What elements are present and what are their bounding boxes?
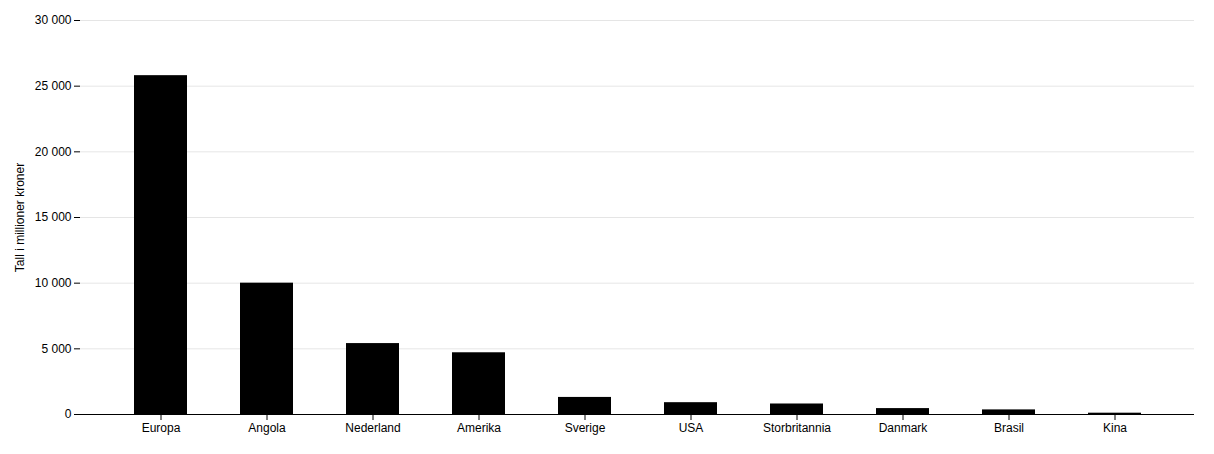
svg-text:Danmark: Danmark bbox=[879, 421, 929, 435]
svg-text:Amerika: Amerika bbox=[457, 421, 501, 435]
svg-text:25 000: 25 000 bbox=[35, 79, 72, 93]
svg-text:Brasil: Brasil bbox=[994, 421, 1024, 435]
svg-text:30 000: 30 000 bbox=[35, 13, 72, 27]
svg-text:Kina: Kina bbox=[1103, 421, 1127, 435]
svg-text:20 000: 20 000 bbox=[35, 145, 72, 159]
svg-text:5 000: 5 000 bbox=[41, 342, 71, 356]
svg-text:10 000: 10 000 bbox=[35, 276, 72, 290]
svg-text:Europa: Europa bbox=[142, 421, 181, 435]
svg-text:0: 0 bbox=[65, 407, 72, 421]
svg-text:Angola: Angola bbox=[248, 421, 286, 435]
svg-text:Nederland: Nederland bbox=[345, 421, 400, 435]
svg-text:USA: USA bbox=[679, 421, 704, 435]
svg-text:Storbritannia: Storbritannia bbox=[763, 421, 831, 435]
svg-text:Sverige: Sverige bbox=[565, 421, 606, 435]
svg-text:Tall i millioner kroner: Tall i millioner kroner bbox=[13, 163, 27, 272]
svg-text:15 000: 15 000 bbox=[35, 210, 72, 224]
